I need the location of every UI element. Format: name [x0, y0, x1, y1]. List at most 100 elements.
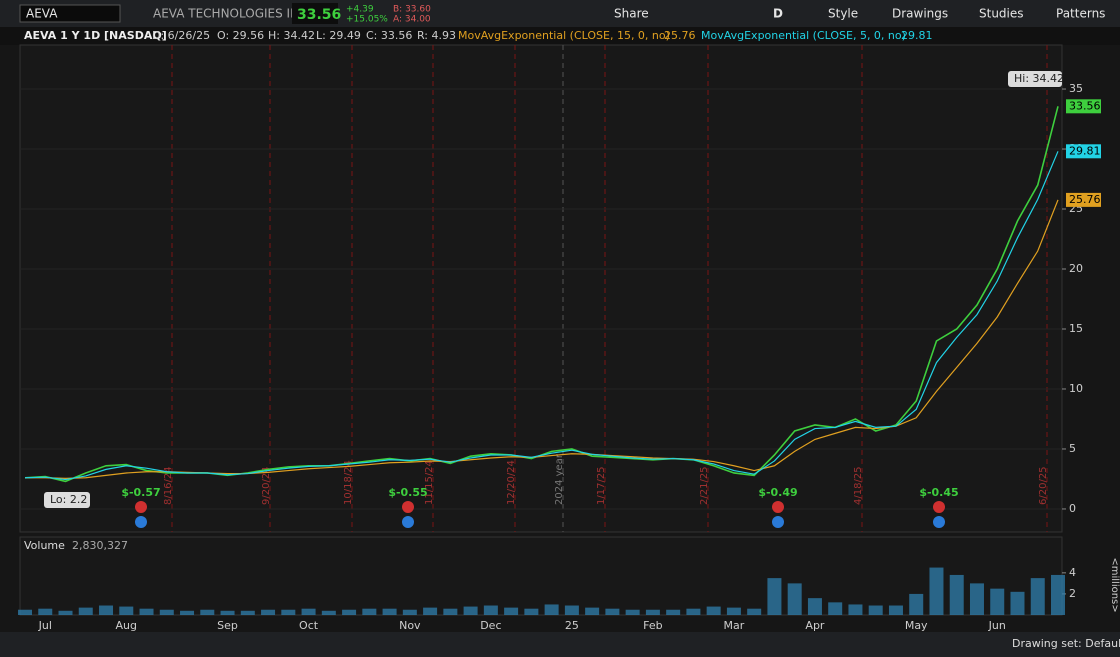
lo-box: [44, 492, 90, 508]
volume-pane: [19, 536, 1063, 616]
x-tick-label: Jul: [38, 619, 52, 632]
x-tick-label: Mar: [724, 619, 745, 632]
volume-bar: [321, 610, 336, 615]
volume-bar: [180, 610, 195, 615]
info-field: R: 4.93: [417, 29, 456, 42]
volume-title: Volume: [24, 539, 65, 552]
volume-bar: [443, 608, 458, 615]
volume-bar: [605, 608, 620, 615]
study-value: 25.76: [664, 29, 696, 42]
volume-bar: [119, 606, 134, 615]
volume-bar: [969, 583, 984, 615]
earnings-label: $-0.45: [919, 486, 958, 499]
last-value: 33.56: [1069, 99, 1101, 112]
button[interactable]: D: [773, 7, 783, 21]
last-value-box: [1066, 99, 1101, 114]
info-field: D: 6/26/25: [152, 29, 210, 42]
earnings-icon: [933, 501, 945, 513]
volume-bar: [645, 609, 660, 615]
y-tick-label: 35: [1069, 82, 1083, 95]
button[interactable]: Studies: [979, 7, 1024, 21]
price-pane: [19, 44, 1063, 533]
volume-bar: [342, 609, 357, 615]
symbol[interactable]: AEVA: [26, 7, 58, 21]
button[interactable]: Drawings: [892, 7, 948, 21]
volume-bar: [524, 608, 539, 615]
drawing-set[interactable]: Drawing set: Default: [1012, 637, 1120, 650]
y2-label: <millions>: [1109, 557, 1120, 612]
last-value-box: [1066, 144, 1101, 159]
volume-bar: [807, 598, 822, 615]
button[interactable]: Share: [614, 7, 649, 21]
volume-bar: [706, 606, 721, 615]
earnings-icon: [402, 501, 414, 513]
earnings-icon: [135, 501, 147, 513]
date-marker-label: 12/20/24: [506, 460, 517, 505]
dividend-icon: [402, 516, 414, 528]
price-line: [24, 151, 1059, 481]
y2-tick-label: 2: [1069, 587, 1076, 600]
date-marker-label: 8/16/24: [163, 466, 174, 505]
date-marker-label: 1/17/25: [596, 466, 607, 505]
y-tick-label: 20: [1069, 262, 1083, 275]
dividend-icon: [933, 516, 945, 528]
volume-bar: [1010, 591, 1025, 615]
volume-bar: [220, 610, 235, 615]
earnings-label: $-0.55: [388, 486, 427, 499]
volume-bar: [747, 608, 762, 615]
y2-tick-label: 4: [1069, 566, 1076, 579]
volume-bar: [463, 606, 478, 615]
y-tick-label: 10: [1069, 382, 1083, 395]
volume-bar: [362, 608, 377, 615]
date-marker-label: 11/15/24: [424, 460, 435, 505]
ask: A: 34.00: [393, 15, 431, 25]
volume-bar: [828, 602, 843, 615]
date-marker-label: 6/20/25: [1038, 466, 1049, 505]
volume-bar: [686, 608, 701, 615]
dividend-icon: [772, 516, 784, 528]
dividend-icon: [135, 516, 147, 528]
volume-bar: [99, 605, 114, 615]
x-tick-label: Feb: [643, 619, 662, 632]
volume-bar: [1051, 574, 1065, 615]
earnings-icon: [772, 501, 784, 513]
volume-bar: [666, 609, 681, 615]
last-price: 33.56: [297, 7, 341, 23]
hi-label: Hi: 34.42: [1014, 72, 1064, 85]
volume-bar: [1030, 578, 1045, 615]
x-tick-label: Nov: [399, 619, 421, 632]
volume-bar: [261, 609, 276, 615]
y-tick-label: 15: [1069, 322, 1083, 335]
date-marker-label: 9/20/24: [261, 466, 272, 505]
change-pct: +15.05%: [346, 15, 388, 25]
x-tick-label: Aug: [116, 619, 137, 632]
info-bar: [0, 27, 1120, 45]
info-field: O: 29.56: [217, 29, 264, 42]
volume-bar: [240, 610, 255, 615]
volume-bar: [281, 609, 296, 615]
button[interactable]: Patterns: [1056, 7, 1105, 21]
change: +4.39: [346, 5, 374, 15]
symbol-box[interactable]: [19, 4, 121, 23]
volume-bar: [301, 608, 316, 615]
chart-title: AEVA 1 Y 1D [NASDAQ]: [24, 29, 167, 42]
volume-bar: [909, 593, 924, 615]
volume-bar: [929, 567, 944, 615]
volume-bar: [625, 609, 640, 615]
company: AEVA TECHNOLOGIES IN: [153, 7, 299, 21]
button[interactable]: Style: [828, 7, 858, 21]
volume-bar: [949, 574, 964, 615]
volume-bar: [544, 604, 559, 615]
study-value: 29.81: [901, 29, 933, 42]
status-bar: [0, 632, 1120, 657]
date-marker-label: 10/18/24: [343, 460, 354, 505]
volume-value: 2,830,327: [72, 539, 128, 552]
volume-bar: [38, 608, 53, 615]
last-box: [292, 3, 338, 24]
volume-bar: [787, 583, 802, 615]
earnings-label: $-0.49: [758, 486, 797, 499]
x-tick-label: Sep: [217, 619, 238, 632]
info-field: C: 33.56: [366, 29, 412, 42]
volume-bar: [868, 605, 883, 615]
